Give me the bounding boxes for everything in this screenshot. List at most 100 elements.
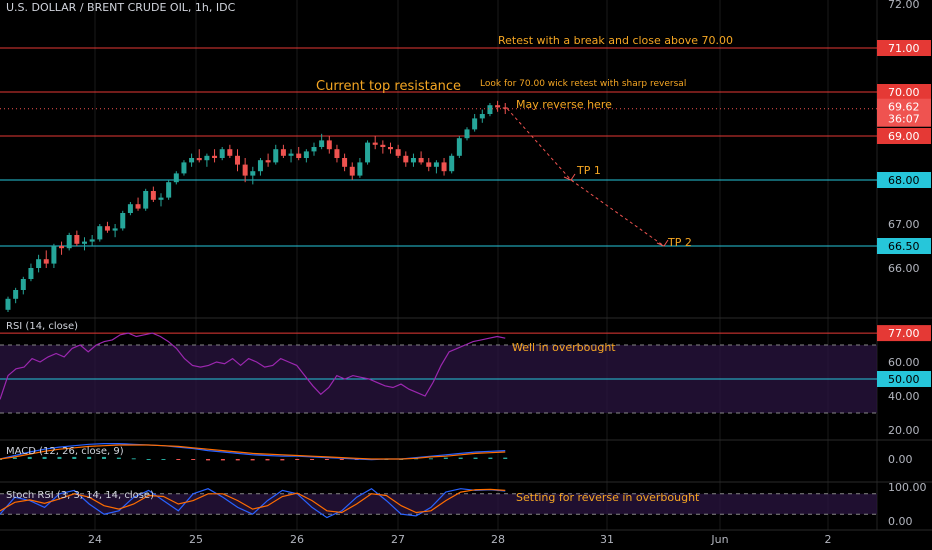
candle-body [303,151,309,158]
candle-body [273,149,279,163]
candle-body [43,259,49,264]
macd-histogram-bar [176,459,181,460]
candle-body [388,147,393,150]
candle-body [449,155,455,172]
macd-histogram-bar [102,456,107,459]
candle-body [410,158,416,163]
x-axis-tick: 26 [290,533,304,546]
macd-histogram-bar [87,456,92,459]
candle-body [502,107,508,109]
x-axis-tick: 27 [391,533,405,546]
candle-body [51,246,57,264]
candle-body [82,241,87,244]
candle-body [66,235,72,249]
projection-path [506,108,665,247]
level-label: 71.00 [888,42,920,55]
candle-body [365,142,371,163]
candle-body [120,213,126,229]
candle-body [59,246,65,249]
candle-body [97,226,103,240]
annotation-tp2: TP 2 [667,236,692,249]
candle-body [135,204,141,209]
macd-histogram-bar [339,459,344,460]
candle-body [265,160,271,163]
candle-body [36,259,42,268]
candle-body [143,191,149,209]
macd-histogram-bar [161,459,166,460]
current-price-bg [877,98,931,127]
macd-line [0,443,506,461]
x-axis-tick: 24 [88,533,102,546]
macd-histogram-bar [250,459,255,461]
x-axis-tick: Jun [710,533,728,546]
level-label-bg [877,128,931,144]
candle-body [479,114,485,119]
level-label: 70.00 [888,86,920,99]
candle-body [342,158,348,167]
candle-body [235,155,240,165]
macd-histogram-bar [488,457,493,459]
candle-body [127,204,133,213]
rsi-77-label: 77.00 [888,327,920,340]
candle-body [212,155,218,158]
candle-body [74,235,80,244]
price-axis-tick: 72.00 [888,0,920,11]
annotation-reverse: May reverse here [516,98,612,111]
candle-body [158,197,164,200]
candle-body [433,162,439,167]
candle-body [326,140,332,150]
macd-histogram-bar [473,457,478,459]
candle-body [89,239,95,242]
candle-body [28,268,34,279]
level-label-bg [877,172,931,188]
macd-histogram-bar [443,457,448,459]
macd-histogram-bar [116,457,121,459]
candle-body [219,149,225,158]
annotation-overbought: Well in overbought [512,341,616,354]
candle-body [173,173,179,183]
macd-histogram-bar [310,459,315,460]
candle-body [13,290,19,299]
candle-body [227,149,233,156]
candle-body [487,105,493,114]
annotation-retest: Retest with a break and close above 70.0… [498,34,733,47]
candle-body [189,158,195,163]
stoch-band [0,493,877,515]
candle-body [372,142,378,145]
candle-countdown: 36:07 [888,113,920,126]
price-axis-tick: 66.00 [888,262,920,275]
level-label-bg [877,40,931,56]
candle-body [112,228,118,231]
rsi-axis-tick: 20.00 [888,424,920,437]
rsi-title: RSI (14, close) [6,321,79,332]
stoch-axis-tick: 100.00 [888,481,927,494]
candle-body [166,182,172,198]
macd-histogram-bar [0,459,2,460]
candle-body [441,162,447,172]
macd-histogram-bar [295,459,300,460]
macd-histogram-bar [42,456,47,459]
candle-body [472,118,478,130]
rsi-axis-tick: 40.00 [888,390,920,403]
stoch-k-line [0,487,506,519]
macd-histogram-bar [324,459,329,460]
candle-body [380,144,386,147]
macd-histogram-bar [220,459,225,461]
candle-body [456,138,462,156]
candle-body [20,279,26,290]
rsi-line [0,332,506,400]
macd-histogram-bar [72,456,77,459]
price-axis-tick: 67.00 [888,218,920,231]
candle-body [280,149,286,156]
stoch-axis-tick: 0.00 [888,515,913,528]
candle-body [296,153,302,158]
macd-histogram-bar [27,456,32,459]
current-price-value: 69.62 [888,101,920,114]
macd-histogram-bar [12,457,17,459]
candle-body [311,147,317,152]
x-axis-tick: 25 [189,533,203,546]
candle-body [464,129,470,139]
macd-histogram-bar [503,457,508,459]
candle-body [250,171,256,176]
